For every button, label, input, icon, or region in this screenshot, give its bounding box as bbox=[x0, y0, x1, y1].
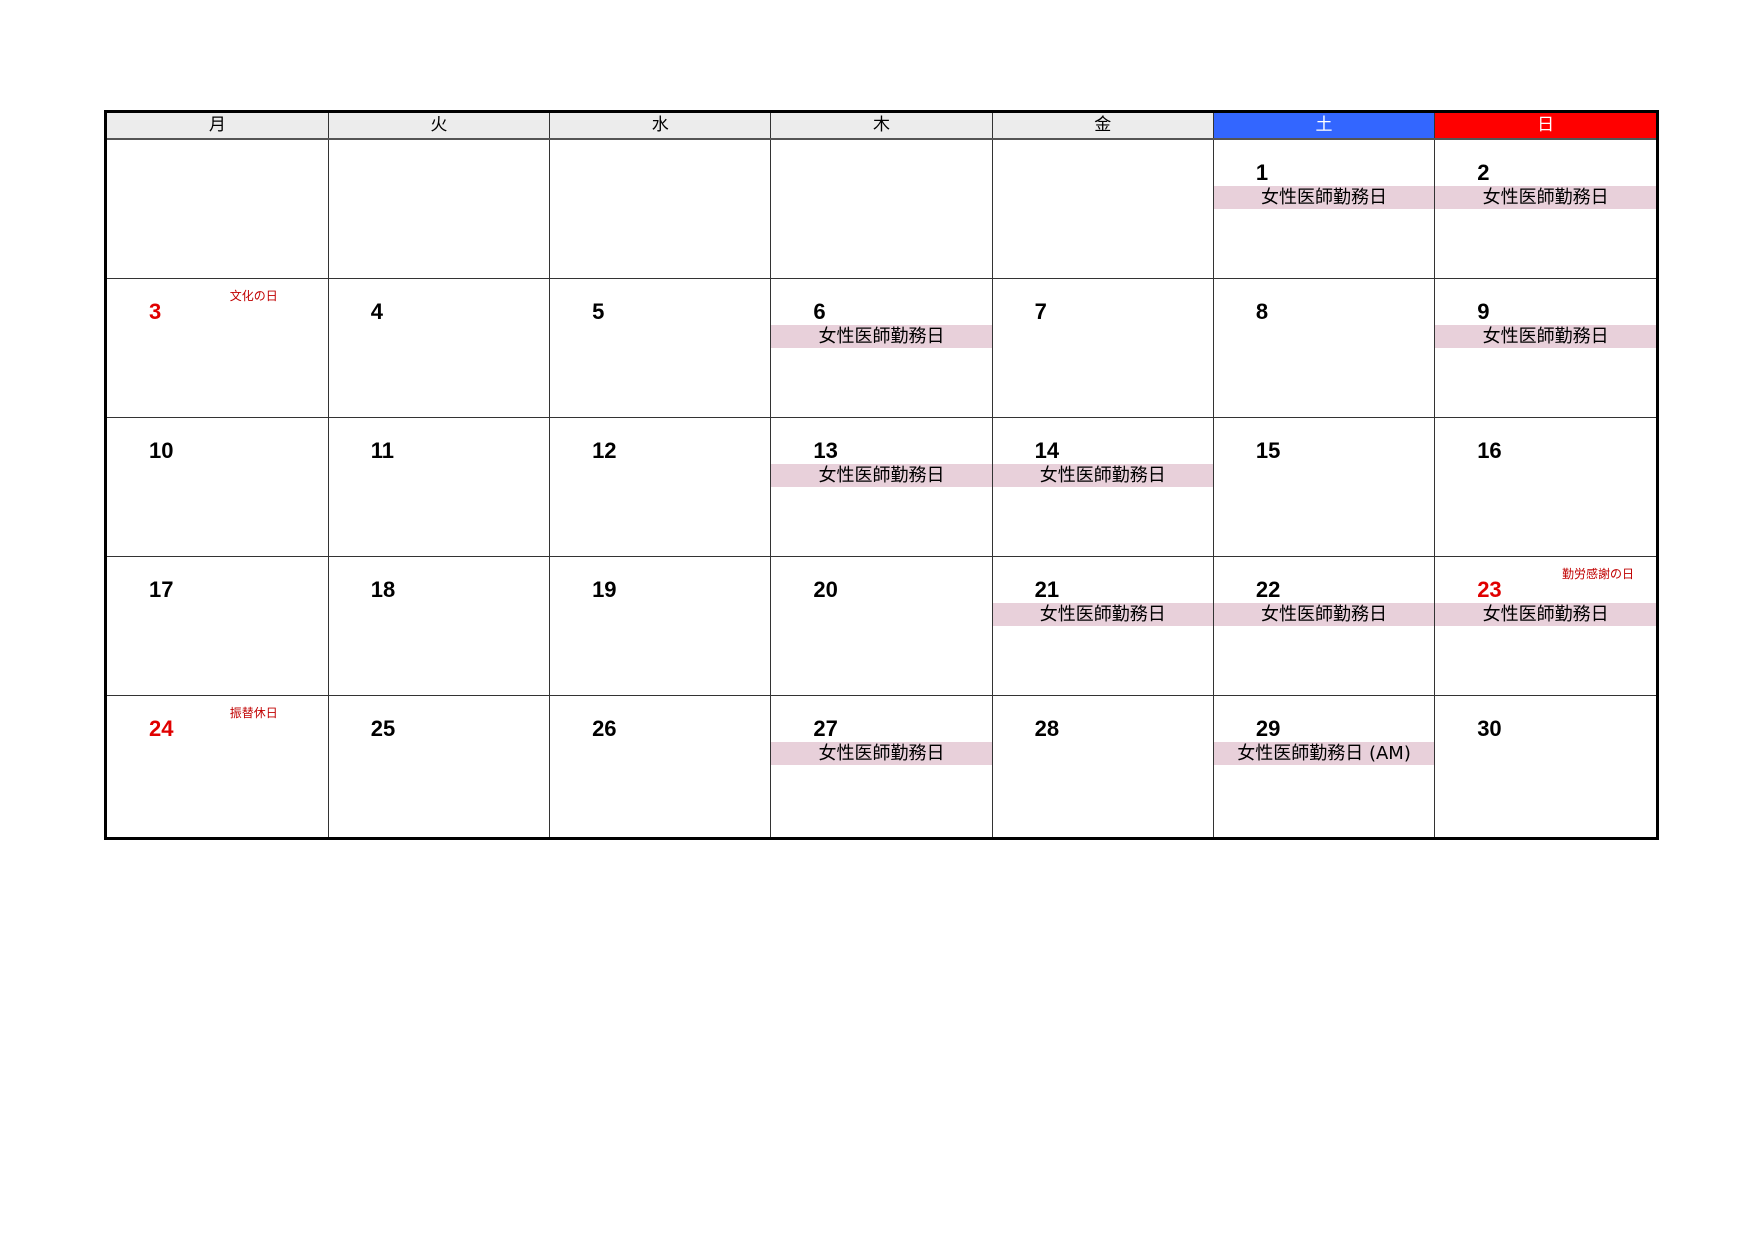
day-number: 14 bbox=[1034, 438, 1060, 463]
day-number: 6 bbox=[813, 299, 826, 324]
weekday-1: 火 bbox=[327, 113, 550, 140]
day-number: 17 bbox=[149, 577, 174, 602]
day-cell[interactable]: 16 bbox=[1434, 417, 1656, 557]
event-label: 女性医師勤務日 bbox=[1435, 325, 1656, 348]
day-number: 13 bbox=[813, 438, 838, 463]
day-number: 29 bbox=[1255, 716, 1281, 741]
day-number: 3 bbox=[149, 299, 162, 324]
day-cell[interactable]: 19 bbox=[549, 556, 771, 696]
day-cell[interactable]: 11 bbox=[327, 417, 550, 557]
event-label: 女性医師勤務日 bbox=[1435, 186, 1656, 209]
day-cell[interactable]: 29 女性医師勤務日 (AM) bbox=[1212, 695, 1435, 837]
holiday-label: 文化の日 bbox=[229, 289, 278, 303]
weekday-0: 月 bbox=[107, 113, 329, 140]
calendar: 月火水木金土日 1 女性医師勤務日 2 女性医師勤務日 3 文化の日 4 5 6 女性医師勤務日 7… bbox=[104, 110, 1659, 840]
day-cell[interactable]: 28 bbox=[991, 695, 1214, 837]
day-number: 1 bbox=[1255, 160, 1269, 185]
day-cell[interactable]: 12 bbox=[549, 417, 771, 557]
day-cell[interactable]: 7 bbox=[991, 278, 1214, 418]
event-label: 女性医師勤務日 bbox=[1213, 186, 1435, 209]
event-label: 女性医師勤務日 (AM) bbox=[1213, 742, 1435, 765]
day-cell[interactable] bbox=[549, 138, 771, 279]
day-number: 24 bbox=[149, 716, 174, 741]
day-number: 19 bbox=[592, 577, 617, 602]
day-number: 20 bbox=[813, 577, 838, 602]
day-cell[interactable]: 1 女性医師勤務日 bbox=[1212, 138, 1435, 279]
day-cell[interactable]: 20 bbox=[770, 556, 993, 696]
day-number: 5 bbox=[592, 299, 605, 324]
day-cell[interactable]: 17 bbox=[107, 556, 329, 696]
day-number: 7 bbox=[1034, 299, 1047, 324]
weekday-3: 木 bbox=[770, 113, 993, 140]
day-number: 18 bbox=[370, 577, 396, 602]
day-number: 4 bbox=[370, 299, 384, 324]
day-cell[interactable]: 6 女性医師勤務日 bbox=[770, 278, 993, 418]
day-cell[interactable] bbox=[991, 138, 1214, 279]
week-row: 1 女性医師勤務日 2 女性医師勤務日 bbox=[107, 138, 1656, 279]
day-cell[interactable]: 23 勤労感謝の日女性医師勤務日 bbox=[1434, 556, 1656, 696]
day-cell[interactable]: 26 bbox=[549, 695, 771, 837]
day-cell[interactable]: 22 女性医師勤務日 bbox=[1212, 556, 1435, 696]
day-cell[interactable]: 9 女性医師勤務日 bbox=[1434, 278, 1656, 418]
day-cell[interactable]: 25 bbox=[327, 695, 550, 837]
day-number: 12 bbox=[592, 438, 617, 463]
day-cell[interactable]: 2 女性医師勤務日 bbox=[1434, 138, 1656, 279]
day-number: 30 bbox=[1477, 716, 1502, 741]
event-label: 女性医師勤務日 bbox=[771, 325, 992, 348]
day-cell[interactable]: 14 女性医師勤務日 bbox=[991, 417, 1214, 557]
day-number: 25 bbox=[370, 716, 396, 741]
weekday-6: 日 bbox=[1434, 113, 1656, 140]
day-cell[interactable] bbox=[107, 138, 329, 279]
day-cell[interactable]: 18 bbox=[327, 556, 550, 696]
event-label: 女性医師勤務日 bbox=[992, 603, 1213, 626]
event-label: 女性医師勤務日 bbox=[771, 464, 992, 487]
day-cell[interactable] bbox=[327, 138, 550, 279]
day-number: 8 bbox=[1255, 299, 1269, 324]
day-cell[interactable]: 15 bbox=[1212, 417, 1435, 557]
day-number: 23 bbox=[1477, 577, 1502, 602]
holiday-label: 勤労感謝の日 bbox=[1561, 567, 1634, 581]
weekday-4: 金 bbox=[991, 113, 1214, 140]
day-cell[interactable]: 4 bbox=[327, 278, 550, 418]
day-number: 26 bbox=[592, 716, 617, 741]
day-cell[interactable] bbox=[770, 138, 993, 279]
event-label: 女性医師勤務日 bbox=[771, 742, 992, 765]
day-number: 15 bbox=[1255, 438, 1281, 463]
day-cell[interactable]: 30 bbox=[1434, 695, 1656, 837]
day-number: 22 bbox=[1255, 577, 1281, 602]
week-row: 3 文化の日 4 5 6 女性医師勤務日 7 8 9 女性医師勤務日 bbox=[107, 278, 1656, 418]
week-row: 10 11 12 13 女性医師勤務日 14 女性医師勤務日 15 16 bbox=[107, 417, 1656, 557]
day-number: 27 bbox=[813, 716, 838, 741]
day-cell[interactable]: 24 振替休日 bbox=[107, 695, 329, 837]
day-cell[interactable]: 3 文化の日 bbox=[107, 278, 329, 418]
event-label: 女性医師勤務日 bbox=[1435, 603, 1656, 626]
day-cell[interactable]: 10 bbox=[107, 417, 329, 557]
day-number: 28 bbox=[1034, 716, 1060, 741]
day-cell[interactable]: 13 女性医師勤務日 bbox=[770, 417, 993, 557]
day-cell[interactable]: 5 bbox=[549, 278, 771, 418]
event-label: 女性医師勤務日 bbox=[992, 464, 1213, 487]
day-cell[interactable]: 27 女性医師勤務日 bbox=[770, 695, 993, 837]
calendar-grid: 月火水木金土日 1 女性医師勤務日 2 女性医師勤務日 3 文化の日 4 5 6 女性医師勤務日 7… bbox=[107, 113, 1656, 837]
day-number: 21 bbox=[1034, 577, 1060, 602]
day-number: 11 bbox=[370, 438, 395, 463]
day-number: 9 bbox=[1477, 299, 1490, 324]
weekday-header: 月火水木金土日 bbox=[107, 113, 1656, 140]
day-cell[interactable]: 8 bbox=[1212, 278, 1435, 418]
week-row: 17 18 19 20 21 女性医師勤務日 22 女性医師勤務日 23 勤労感謝の日 女性医師勤務… bbox=[107, 556, 1656, 696]
day-number: 10 bbox=[149, 438, 174, 463]
day-number: 16 bbox=[1477, 438, 1502, 463]
event-label: 女性医師勤務日 bbox=[1213, 603, 1435, 626]
holiday-label: 振替休日 bbox=[229, 706, 278, 720]
day-cell[interactable]: 21 女性医師勤務日 bbox=[991, 556, 1214, 696]
weekday-2: 水 bbox=[549, 113, 771, 140]
weekday-5: 土 bbox=[1212, 113, 1435, 140]
week-row: 24 振替休日 25 26 27 女性医師勤務日 28 29 女性医師勤務日 (AM) 30 bbox=[107, 695, 1656, 837]
day-number: 2 bbox=[1477, 160, 1490, 185]
